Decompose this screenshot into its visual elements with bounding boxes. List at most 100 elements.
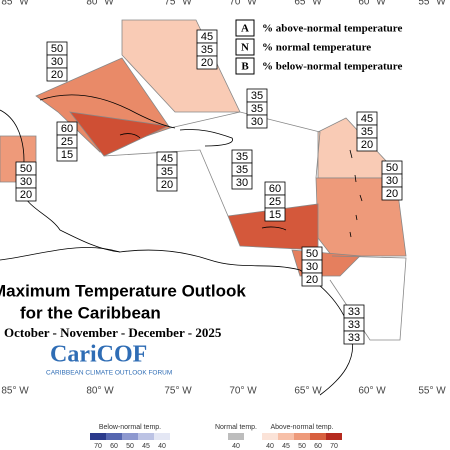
legend-letter: N: [241, 42, 249, 54]
color-bar-title: Below-normal temp.: [99, 424, 161, 431]
probability: 30: [236, 177, 248, 189]
color-swatch: [90, 433, 106, 440]
color-bar-label: 60: [314, 443, 322, 450]
longitude-label: 75° W: [164, 386, 192, 397]
probability: 45: [361, 113, 373, 125]
box-cell: [15, 187, 37, 202]
longitude-labels: 85° W 80° W 75° W 70° W 65° W 60° W 55° W: [1, 386, 446, 397]
probability: 33: [348, 306, 360, 318]
probability: 35: [361, 126, 373, 138]
legend-text: % below-normal temperature: [262, 61, 402, 73]
color-swatch: [278, 433, 294, 440]
box-cell: [156, 177, 178, 192]
probability: 50: [51, 43, 63, 55]
color-swatch: [138, 433, 154, 440]
probability: 33: [348, 319, 360, 331]
probability: 20: [161, 179, 173, 191]
color-bar: Below-normal temp. 70 60 50 45 40 Normal temp.…: [90, 424, 342, 450]
box-cell: [381, 186, 403, 201]
longitude-label: 55° W: [418, 386, 446, 397]
color-swatch: [106, 433, 122, 440]
probability: 30: [51, 56, 63, 68]
box-cell: [343, 330, 365, 345]
probability: 45: [161, 153, 173, 165]
color-bar-title: Above-normal temp.: [270, 424, 333, 431]
color-swatch: [122, 433, 138, 440]
color-swatch: [228, 433, 244, 440]
logo: CariCOF: [50, 342, 147, 368]
region: [69, 111, 170, 157]
region-border: [169, 111, 321, 179]
probability: 35: [251, 90, 263, 102]
color-bar-label: 40: [232, 443, 240, 450]
longitude-label: 65° W: [294, 386, 322, 397]
box-cell: [356, 137, 378, 152]
legend-letter: A: [241, 23, 249, 35]
legend-key: [235, 19, 255, 37]
legend-text: % normal temperature: [262, 42, 371, 54]
probability: 35: [201, 44, 213, 56]
probability: 20: [361, 139, 373, 151]
longitude-label: 60° W: [358, 0, 386, 8]
color-bar-label: 40: [266, 443, 274, 450]
color-bar-label: 70: [94, 443, 102, 450]
legend-text: % above-normal temperature: [262, 23, 402, 35]
box-cell: [264, 207, 286, 222]
probability: 20: [201, 57, 213, 69]
period: October - November - December - 2025: [4, 325, 222, 340]
probability: 30: [20, 176, 32, 188]
box-cell: [56, 147, 78, 162]
probability: 20: [20, 189, 32, 201]
longitude-label: 70° W: [229, 0, 257, 8]
probability: 50: [306, 248, 318, 260]
color-swatch: [294, 433, 310, 440]
box-cell: [46, 67, 68, 82]
box-cell: [196, 55, 218, 70]
color-bar-label: 50: [298, 443, 306, 450]
probability: 35: [236, 151, 248, 163]
longitude-label: 70° W: [229, 386, 257, 397]
probability: 45: [201, 31, 213, 43]
longitude-label: 75° W: [164, 0, 192, 8]
longitude-label: 65° W: [294, 0, 322, 8]
probability: 50: [20, 163, 32, 175]
probability: 35: [236, 164, 248, 176]
region: [121, 19, 241, 113]
color-bar-label: 50: [126, 443, 134, 450]
box-cell: [301, 272, 323, 287]
longitude-label: 55° W: [418, 0, 446, 8]
legend: A % above-normal temperature N % normal tem…: [235, 19, 402, 75]
longitude-label: 85° W: [1, 0, 29, 8]
probability: 20: [51, 69, 63, 81]
logo-subtitle: CARIBBEAN CLIMATE OUTLOOK FORUM: [46, 370, 172, 377]
probability: 20: [386, 188, 398, 200]
probability: 15: [61, 149, 73, 161]
probability: 50: [386, 162, 398, 174]
probability: 60: [61, 123, 73, 135]
longitude-label: 85° W: [1, 386, 29, 397]
probability: 15: [269, 209, 281, 221]
title: Maximum Temperature Outlook: [0, 281, 246, 300]
probability: 20: [306, 274, 318, 286]
probability: 30: [386, 175, 398, 187]
probability: 30: [306, 261, 318, 273]
longitude-label: 60° W: [358, 386, 386, 397]
color-bar-label: 45: [142, 443, 150, 450]
probability: 33: [348, 332, 360, 344]
box-cell: [246, 114, 268, 129]
color-swatch: [310, 433, 326, 440]
title: for the Caribbean: [20, 303, 161, 322]
probability: 25: [269, 196, 281, 208]
longitude-labels: 85° W 80° W 75° W 70° W 65° W 60° W 55° W: [1, 0, 446, 8]
longitude-label: 80° W: [86, 0, 114, 8]
color-bar-title: Normal temp.: [215, 424, 257, 431]
legend-key: [235, 38, 255, 56]
probability: 60: [269, 183, 281, 195]
color-bar-label: 45: [282, 443, 290, 450]
probability: 35: [161, 166, 173, 178]
box-cell: [231, 175, 253, 190]
legend-letter: B: [241, 61, 249, 73]
region-border: [103, 149, 229, 217]
